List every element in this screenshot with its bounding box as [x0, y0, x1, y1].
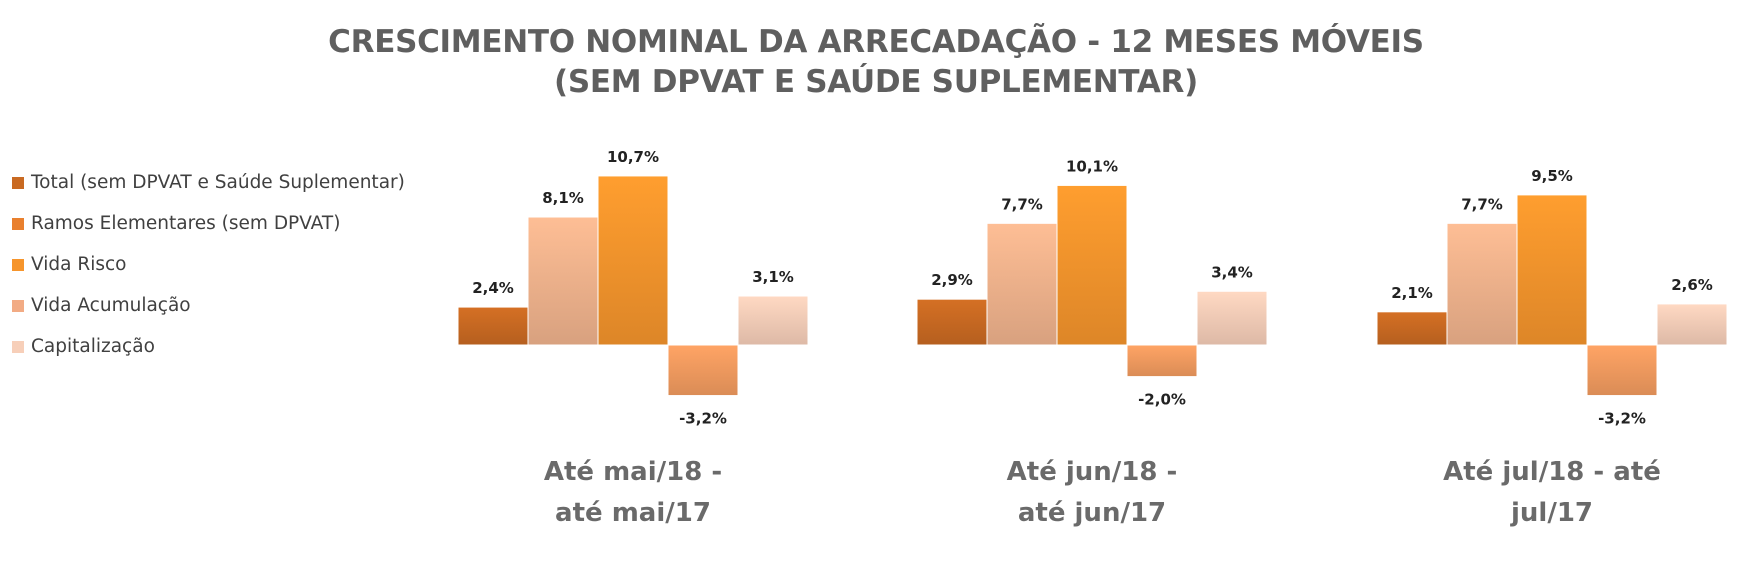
legend-label-ramos-elementares: Ramos Elementares (sem DPVAT): [31, 213, 341, 234]
value-labels-layer: 2,4% 8,1% 10,7% -3,2% 3,1% 2,9% 7,7% 10,1% -2,0%…: [472, 148, 1713, 428]
value-label-g2-s2: 7,7%: [1001, 195, 1043, 213]
bar-g3-s4: [1586, 344, 1658, 397]
value-label-g1-s1: 2,4%: [472, 279, 514, 297]
category-label-g1-line2: até mai/17: [555, 498, 711, 528]
legend-item-total: Total (sem DPVAT e Saúde Suplementar): [12, 162, 405, 203]
value-label-g2-s4: -2,0%: [1138, 391, 1186, 409]
bar-g3-s5: [1656, 303, 1728, 346]
bar-g3-s1: [1376, 311, 1448, 346]
value-label-g2-s5: 3,4%: [1211, 263, 1253, 281]
value-label-g1-s3: 10,7%: [607, 148, 659, 166]
bar-g1-s1: [457, 306, 529, 346]
value-label-g3-s1: 2,1%: [1391, 284, 1433, 302]
bar-g2-s4: [1126, 344, 1198, 378]
legend-item-ramos-elementares: Ramos Elementares (sem DPVAT): [12, 203, 405, 244]
bar-g3-s3: [1516, 194, 1588, 346]
category-labels-layer: Até mai/18 - até mai/17 Até jun/18 - até ju…: [544, 457, 1661, 528]
legend-swatch-ramos-elementares: [12, 217, 24, 230]
bar-g1-s4: [667, 344, 739, 397]
category-label-g3-line1: Até jul/18 - até: [1443, 457, 1661, 487]
legend-item-vida-acumulacao: Vida Acumulação: [12, 285, 405, 326]
bar-g2-s1: [916, 298, 988, 346]
legend-swatch-vida-risco: [12, 258, 24, 271]
bar-g2-s2: [986, 222, 1058, 346]
bar-g2-s5: [1196, 290, 1268, 346]
legend-item-capitalizacao: Capitalização: [12, 326, 405, 367]
value-label-g3-s2: 7,7%: [1461, 195, 1503, 213]
legend-label-capitalizacao: Capitalização: [31, 336, 155, 357]
value-label-g1-s2: 8,1%: [542, 189, 584, 207]
value-label-g2-s3: 10,1%: [1066, 157, 1118, 175]
bar-g2-s3: [1056, 184, 1128, 346]
value-label-g1-s5: 3,1%: [752, 268, 794, 286]
chart-title-line-2: (SEM DPVAT E SAÚDE SUPLEMENTAR): [554, 64, 1198, 100]
value-label-g3-s3: 9,5%: [1531, 167, 1573, 185]
value-label-g3-s4: -3,2%: [1598, 410, 1646, 428]
legend-item-vida-risco: Vida Risco: [12, 244, 405, 285]
bar-g3-s2: [1446, 222, 1518, 346]
legend-swatch-total: [12, 176, 24, 189]
chart-legend: Total (sem DPVAT e Saúde Suplementar) Ra…: [12, 162, 405, 367]
value-label-g3-s5: 2,6%: [1671, 276, 1713, 294]
category-label-g2-line1: Até jun/18 -: [1007, 457, 1178, 487]
legend-label-vida-risco: Vida Risco: [31, 254, 127, 275]
chart-title: CRESCIMENTO NOMINAL DA ARRECADAÇÃO - 12 …: [0, 22, 1752, 102]
bar-g1-s3: [597, 175, 669, 346]
category-label-g2-line2: até jun/17: [1018, 498, 1166, 528]
bar-g1-s5: [737, 295, 809, 346]
bars-layer: [457, 175, 1728, 397]
chart-title-line-1: CRESCIMENTO NOMINAL DA ARRECADAÇÃO - 12 …: [328, 24, 1424, 60]
value-label-g1-s4: -3,2%: [679, 410, 727, 428]
legend-label-total: Total (sem DPVAT e Saúde Suplementar): [31, 172, 405, 193]
value-label-g2-s1: 2,9%: [931, 271, 973, 289]
category-label-g3-line2: jul/17: [1510, 498, 1593, 528]
legend-swatch-capitalizacao: [12, 340, 24, 353]
legend-swatch-vida-acumulacao: [12, 299, 24, 312]
bar-g1-s2: [527, 216, 599, 346]
legend-label-vida-acumulacao: Vida Acumulação: [31, 295, 191, 316]
category-label-g1-line1: Até mai/18 -: [544, 457, 722, 487]
